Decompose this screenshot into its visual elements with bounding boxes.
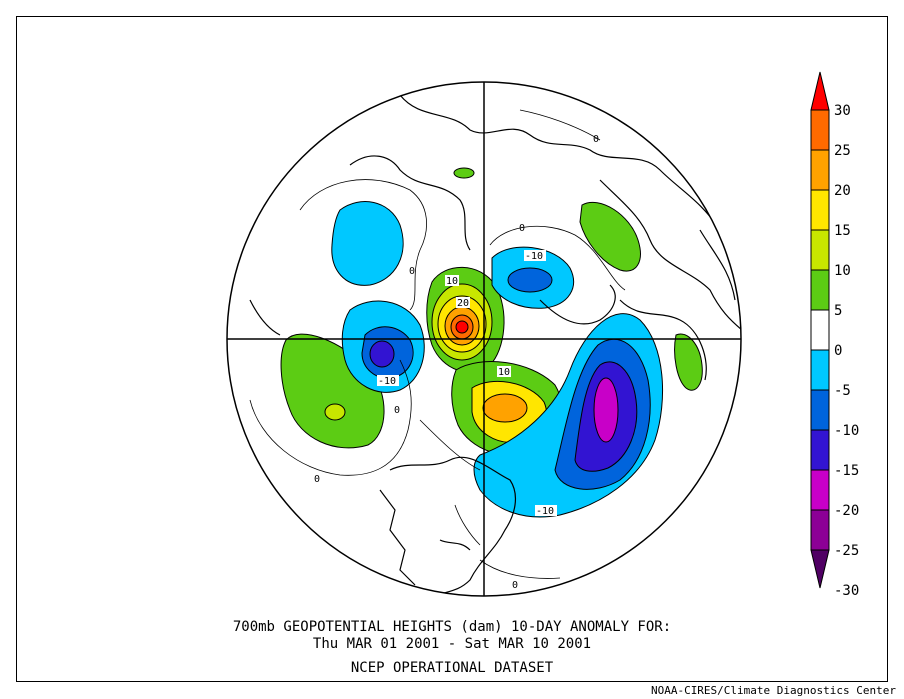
contour-label: -10 [536,506,554,517]
colorbar-swatch [810,349,830,391]
pacific-positive-core [324,403,346,421]
colorbar-label: 5 [834,303,842,319]
colorbar-label: 30 [834,103,851,119]
colorbar-swatch [810,389,830,431]
contour-label: 10 [498,367,510,378]
colorbar-label: 0 [834,343,842,359]
map-title-line2: Thu MAR 01 2001 - Sat MAR 10 2001 [312,636,592,652]
contour-label: 0 [394,405,400,416]
contour-label: 0 [314,474,320,485]
central-positive-inner [482,393,528,423]
colorbar-label: -15 [834,463,859,479]
contour-label: 10 [446,276,458,287]
colorbar-label: 20 [834,183,851,199]
contour-label: -10 [525,251,543,262]
anomaly-field [249,109,703,579]
northeast-positive-anomaly [579,201,641,272]
contour-label: -10 [378,376,396,387]
colorbar-swatch [810,189,830,231]
colorbar-swatch [810,429,830,471]
colorbar-label: -25 [834,543,859,559]
zero-contours [249,109,626,579]
small-positive-cell [453,167,475,179]
plot-frame [16,16,888,682]
map-title-line3: NCEP OPERATIONAL DATASET [350,660,554,676]
north-negative-core [507,267,553,293]
west-negative-anomaly-upper [331,201,404,286]
contour-label: 0 [593,134,599,145]
coastlines [249,94,741,596]
colorbar: 30 25 20 15 10 5 0 -5 -10 -15 -20 -25 -30 [810,71,859,599]
colorbar-swatch [810,269,830,311]
colorbar-swatch [810,509,830,551]
colorbar-label: 10 [834,263,851,279]
contour-label: 0 [409,266,415,277]
contour-labels: -10 10 20 -10 10 -10 0 0 0 0 0 0 [314,134,599,591]
colorbar-arrow-bottom [810,549,830,589]
colorbar-label: -10 [834,423,859,439]
colorbar-label: 15 [834,223,851,239]
east-edge-positive-anomaly [674,333,703,391]
colorbar-label: 25 [834,143,851,159]
arctic-positive-center [455,320,469,334]
map-title-line1: 700mb GEOPOTENTIAL HEIGHTS (dam) 10-DAY … [232,619,672,635]
colorbar-swatch [810,229,830,271]
credit-text: NOAA-CIRES/Climate Diagnostics Center [650,684,896,697]
colorbar-label: -20 [834,503,859,519]
colorbar-arrow-top [810,71,830,111]
contour-label: 20 [457,298,469,309]
colorbar-swatch [810,469,830,511]
colorbar-label: -5 [834,383,851,399]
colorbar-swatch [810,309,830,351]
colorbar-swatch [810,149,830,191]
colorbar-swatch [810,109,830,151]
contour-label: 0 [519,223,525,234]
west-negative-center [369,340,395,368]
contour-label: 0 [512,580,518,591]
colorbar-label: -30 [834,583,859,599]
east-negative-center [593,377,619,443]
